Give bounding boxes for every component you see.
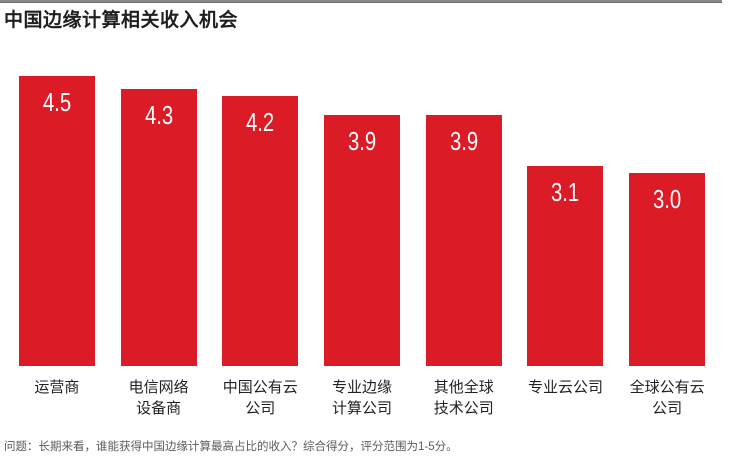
- bar-column: 4.3: [108, 44, 210, 366]
- bar-column: 4.2: [209, 44, 311, 366]
- bar-value-label: 3.9: [449, 125, 478, 156]
- category-label-line: 运营商: [34, 379, 80, 396]
- bar-column: 3.1: [515, 44, 617, 366]
- bar: 4.3: [120, 89, 197, 366]
- category-label-line: 中国公有云: [222, 379, 298, 396]
- bar-value-label: 4.2: [246, 106, 275, 137]
- category-label: 其他全球 技术公司: [413, 377, 515, 419]
- category-label-line: 计算公司: [332, 400, 393, 417]
- bar: 3.9: [324, 114, 401, 366]
- bar-value-label: 3.1: [551, 177, 580, 208]
- bar-value-label: 3.0: [653, 183, 682, 214]
- bar-column: 3.9: [413, 44, 515, 366]
- category-label: 全球公有云 公司: [616, 377, 718, 419]
- category-label-line: 公司: [245, 400, 276, 417]
- top-rule: [0, 0, 722, 3]
- bar: 4.2: [222, 95, 299, 366]
- bar: 3.1: [527, 166, 604, 366]
- bar: 3.0: [629, 172, 706, 366]
- bar-value-label: 4.3: [144, 100, 173, 131]
- bar: 4.5: [18, 76, 95, 366]
- category-label-line: 技术公司: [433, 400, 494, 417]
- bar-value-label: 3.9: [347, 125, 377, 156]
- category-label: 运营商: [6, 377, 108, 398]
- category-label: 专业边缘 计算公司: [311, 377, 413, 419]
- category-label-line: 其他全球: [433, 379, 494, 396]
- bar: 3.9: [425, 114, 502, 366]
- category-labels: 运营商 电信网络 设备商 中国公有云 公司 专业边缘 计算公司 其他全球 技术公司 专业云公司 全球…: [6, 377, 718, 419]
- bar-column: 3.9: [311, 44, 413, 366]
- category-label-line: 公司: [652, 400, 683, 417]
- category-label-line: 电信网络: [128, 379, 189, 396]
- bar-chart: 4.5 4.3 4.2 3.9 3.9 3.1 3.0: [6, 44, 718, 366]
- bar-column: 4.5: [6, 44, 108, 366]
- category-label: 专业云公司: [515, 377, 617, 398]
- chart-title: 中国边缘计算相关收入机会: [4, 10, 239, 31]
- category-label-line: 设备商: [136, 400, 182, 417]
- bar-value-label: 4.5: [42, 87, 71, 118]
- footnote: 问题：长期来看，谁能获得中国边缘计算最高占比的收入？综合得分，评分范围为1-5分…: [4, 441, 458, 453]
- category-label: 电信网络 设备商: [108, 377, 210, 419]
- bar-column: 3.0: [616, 44, 718, 366]
- category-label-line: 全球公有云: [629, 379, 705, 396]
- category-label-line: 专业边缘: [332, 379, 393, 396]
- category-label-line: 专业云公司: [527, 379, 603, 396]
- category-label: 中国公有云 公司: [209, 377, 311, 419]
